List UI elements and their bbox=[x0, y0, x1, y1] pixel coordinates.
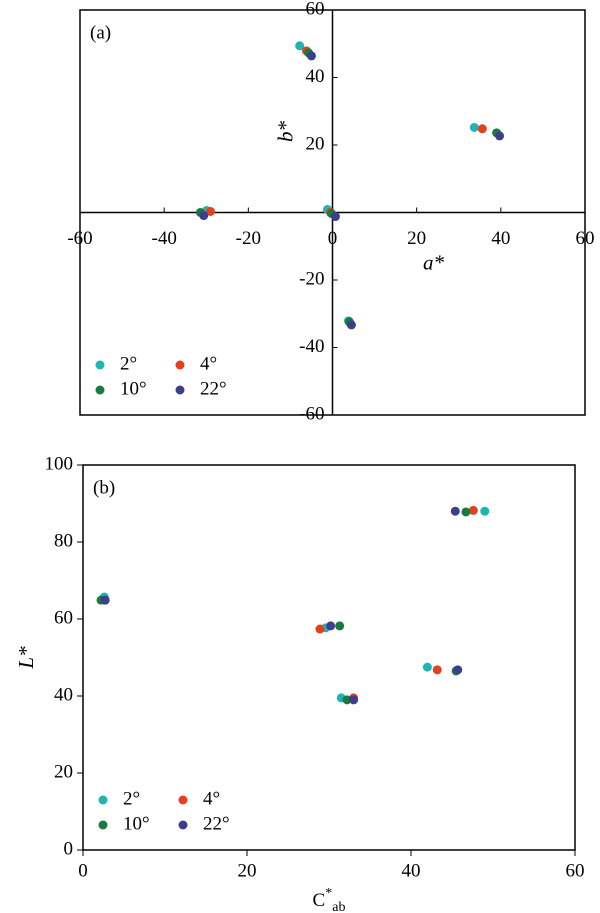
y-tick-label: -60 bbox=[299, 403, 324, 424]
x-tick-label: 40 bbox=[491, 228, 510, 249]
legend-label: 10° bbox=[120, 378, 147, 399]
plot-frame bbox=[82, 464, 576, 851]
panel-label: (b) bbox=[93, 477, 115, 498]
data-point bbox=[199, 211, 209, 221]
y-tick-label: 20 bbox=[306, 133, 325, 154]
x-tick-label: 20 bbox=[238, 860, 257, 881]
data-point bbox=[342, 695, 352, 705]
x-tick-label: 20 bbox=[407, 228, 426, 249]
data-point bbox=[461, 507, 471, 517]
legend-marker bbox=[95, 385, 105, 395]
x-tick-label: 40 bbox=[402, 860, 421, 881]
legend-marker bbox=[178, 795, 188, 805]
panel-label: (a) bbox=[90, 22, 111, 43]
legend-label: 4° bbox=[200, 353, 217, 374]
legend-marker bbox=[95, 360, 105, 370]
y-tick-label: -40 bbox=[299, 336, 324, 357]
y-axis-label: L* bbox=[14, 646, 38, 670]
panel: (b) 0 20 40 60 0 20 40 60 80 100 C*ab L* 2° 4° 10° 22° bbox=[14, 453, 585, 913]
y-tick-label: 40 bbox=[54, 684, 73, 705]
x-axis-label-main: C bbox=[313, 890, 326, 911]
legend-marker bbox=[178, 820, 188, 830]
data-point bbox=[480, 506, 490, 516]
y-tick-label: 40 bbox=[306, 66, 325, 87]
y-tick-label: -20 bbox=[299, 268, 324, 289]
data-point bbox=[477, 124, 487, 134]
data-point bbox=[432, 665, 442, 675]
x-axis-label-sub: ab bbox=[332, 900, 345, 913]
legend-label: 22° bbox=[203, 813, 230, 834]
x-axis-label: a* bbox=[423, 250, 445, 274]
y-tick-label: 20 bbox=[54, 761, 73, 782]
legend-marker bbox=[98, 795, 108, 805]
legend-label: 22° bbox=[200, 378, 227, 399]
y-tick-label: 60 bbox=[54, 607, 73, 628]
x-tick-label: 60 bbox=[576, 228, 595, 249]
y-tick-label: 100 bbox=[45, 453, 74, 474]
data-point bbox=[326, 621, 336, 631]
legend-label: 10° bbox=[123, 813, 150, 834]
data-point bbox=[468, 505, 478, 515]
data-point bbox=[349, 695, 359, 705]
data-point bbox=[315, 624, 325, 634]
x-axis-label-sup: * bbox=[325, 886, 332, 901]
legend-label: 4° bbox=[203, 788, 220, 809]
data-point bbox=[453, 665, 463, 675]
data-point bbox=[306, 51, 316, 61]
x-tick-label: -40 bbox=[152, 228, 177, 249]
y-tick-label: 80 bbox=[54, 530, 73, 551]
legend-label: 2° bbox=[123, 788, 140, 809]
data-point bbox=[205, 206, 215, 216]
x-tick-label: 0 bbox=[328, 228, 338, 249]
y-tick-label: 60 bbox=[306, 0, 325, 19]
panel: (a)-60 -40 -20 0 20 40 60-60-40-20204060a*b*2°… bbox=[67, 0, 594, 424]
data-point bbox=[330, 212, 340, 222]
legend-marker bbox=[175, 360, 185, 370]
x-tick-label: -20 bbox=[236, 228, 261, 249]
data-point bbox=[450, 506, 460, 516]
x-tick-label: 60 bbox=[566, 860, 585, 881]
legend-label: 2° bbox=[120, 353, 137, 374]
y-axis-label: b* bbox=[273, 121, 297, 143]
legend-marker bbox=[98, 820, 108, 830]
data-point bbox=[422, 662, 432, 672]
data-point bbox=[495, 131, 505, 141]
legend-marker bbox=[175, 385, 185, 395]
x-tick-label: 0 bbox=[78, 860, 88, 881]
data-point bbox=[295, 41, 305, 51]
data-point bbox=[469, 122, 479, 132]
x-tick-label: -60 bbox=[67, 228, 92, 249]
y-tick-label: 0 bbox=[64, 838, 74, 859]
x-axis-label: C*ab bbox=[313, 886, 346, 913]
data-point bbox=[346, 320, 356, 330]
data-point bbox=[335, 621, 345, 631]
data-point bbox=[100, 595, 110, 605]
